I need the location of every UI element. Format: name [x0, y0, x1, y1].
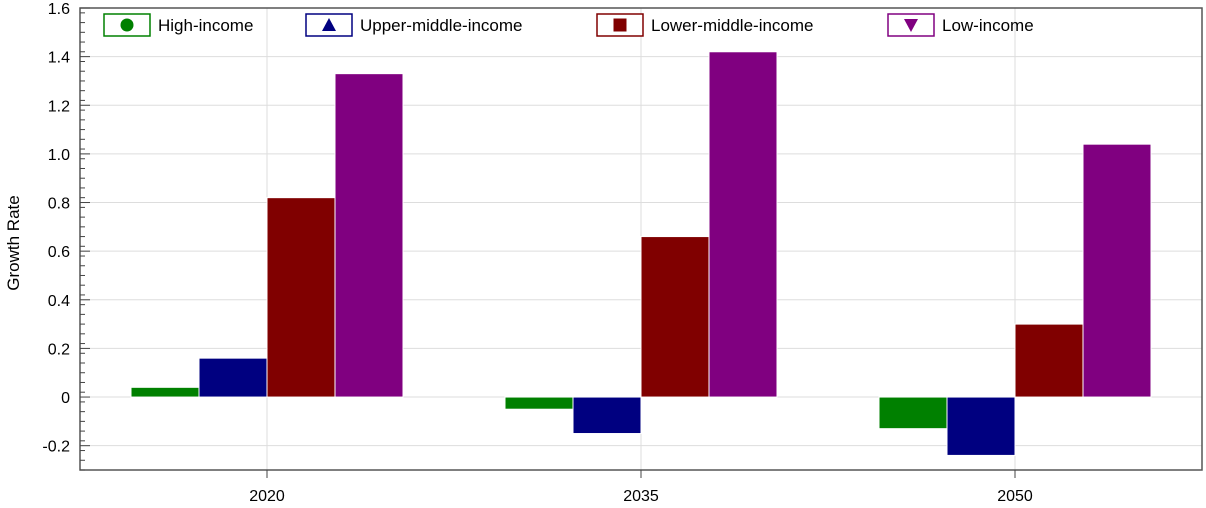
triangle-down-marker-icon	[904, 19, 918, 32]
bar-low-income-2035	[708, 51, 778, 398]
legend-label: Low-income	[942, 16, 1034, 35]
y-tick-label: 0.6	[48, 244, 70, 261]
y-tick-label: 1.0	[48, 147, 70, 164]
legend-item-high-income: High-income	[103, 13, 253, 37]
bar-upper-middle-income-2035	[572, 396, 642, 435]
legend-item-low-income: Low-income	[887, 13, 1034, 37]
legend-label: Lower-middle-income	[651, 16, 814, 35]
y-tick-label: 0	[61, 390, 70, 407]
square-marker-icon	[613, 18, 627, 32]
bar-lower-middle-income-2035	[640, 236, 710, 398]
bar-low-income-2050	[1082, 143, 1152, 398]
axis-ticks: -0.2 0 0.2 0.4 0.6 0.8 1.0 1.2 1.4 1.6 2020 2035 205…	[42, 1, 1032, 505]
y-tick-label: 1.4	[48, 50, 70, 67]
legend-label: High-income	[158, 16, 253, 35]
y-axis-title: Growth Rate	[4, 195, 23, 290]
legend-item-lower-middle-income: Lower-middle-income	[596, 13, 814, 37]
y-tick-label: 0.4	[48, 293, 70, 310]
y-tick-label: 1.2	[48, 98, 70, 115]
bar-upper-middle-income-2050	[946, 396, 1016, 456]
bar-lower-middle-income-2020	[266, 197, 336, 398]
bar-high-income-2035	[504, 396, 574, 410]
y-tick-label: -0.2	[42, 439, 70, 456]
bar-high-income-2050	[878, 396, 948, 430]
x-tick-label: 2050	[997, 488, 1033, 505]
triangle-up-marker-icon	[322, 18, 336, 31]
bar-lower-middle-income-2050	[1014, 323, 1084, 398]
y-tick-label: 0.8	[48, 196, 70, 213]
x-tick-label: 2035	[623, 488, 659, 505]
bar-upper-middle-income-2020	[198, 357, 268, 398]
legend: High-income Upper-middle-income Lower-midd…	[103, 13, 1034, 37]
bar-high-income-2020	[130, 386, 200, 398]
bars	[130, 51, 1152, 456]
y-tick-label: 0.2	[48, 341, 70, 358]
circle-marker-icon	[120, 18, 134, 32]
bar-low-income-2020	[334, 73, 404, 398]
x-tick-label: 2020	[249, 488, 285, 505]
legend-label: Upper-middle-income	[360, 16, 523, 35]
y-tick-label: 1.6	[48, 1, 70, 18]
legend-item-upper-middle-income: Upper-middle-income	[305, 13, 523, 37]
